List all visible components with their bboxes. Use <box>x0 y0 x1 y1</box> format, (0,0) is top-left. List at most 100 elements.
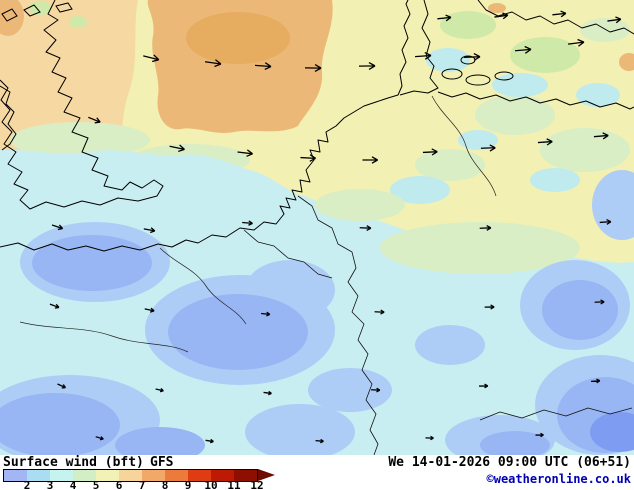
legend-seg-10 <box>211 470 234 481</box>
continental-coast <box>0 0 411 252</box>
baltic-coast <box>437 91 634 110</box>
danish-island <box>441 68 463 80</box>
wind-arrow <box>169 143 185 152</box>
legend-seg-11 <box>234 470 257 481</box>
wind-arrow <box>415 52 431 60</box>
wind-map-svg <box>0 0 634 455</box>
wind-arrow <box>237 149 253 157</box>
product-title: Surface wind (bft) <box>3 455 144 470</box>
legend-tick-11: 11 <box>227 479 241 490</box>
wind-arrow <box>255 62 271 70</box>
wind-arrow <box>143 227 155 234</box>
wind-arrow <box>300 154 316 161</box>
wind-arrow <box>437 15 451 22</box>
wind-arrow <box>535 433 543 437</box>
wind-arrow <box>359 62 375 69</box>
denmark-coast <box>399 0 439 96</box>
country-borders <box>243 195 633 455</box>
legend-tick-8: 8 <box>161 479 169 490</box>
wind-arrow <box>607 16 621 24</box>
wind-arrow <box>480 225 491 230</box>
legend-tick-labels: 2 3 4 5 6 7 8 9 10 11 12 <box>3 479 293 490</box>
wind-arrow <box>423 149 438 156</box>
wind-arrow <box>362 157 377 163</box>
northern-isles <box>1 8 18 22</box>
wind-arrow <box>600 219 612 225</box>
france-belgium-border <box>243 229 333 279</box>
river-seine <box>159 247 247 325</box>
wind-arrow <box>538 139 553 146</box>
legend-seg-2 <box>27 470 50 481</box>
wind-arrow <box>591 379 600 383</box>
wind-arrow <box>261 312 270 317</box>
legend-tick-7: 7 <box>138 479 146 490</box>
wind-speed-regions <box>0 0 634 455</box>
northern-isles <box>55 2 73 13</box>
wind-arrows-layer <box>49 11 621 444</box>
legend-seg-7 <box>142 470 165 481</box>
wind-arrow <box>205 439 213 444</box>
river-elbe <box>431 95 497 197</box>
wind-arrow <box>142 53 159 63</box>
ireland-coast <box>0 85 17 151</box>
wind-arrow <box>375 310 385 315</box>
legend-tick-9: 9 <box>184 479 192 490</box>
alpine-border <box>479 407 633 421</box>
legend-seg-1 <box>4 470 27 481</box>
wind-arrow <box>515 46 532 54</box>
wind-arrow <box>305 64 321 71</box>
danish-island <box>494 71 514 81</box>
surface-wind-map <box>0 0 634 455</box>
wind-arrow <box>494 12 508 20</box>
wind-arrow <box>315 439 323 443</box>
rivers <box>19 95 497 353</box>
wind-arrow <box>552 11 566 18</box>
legend-seg-4 <box>73 470 96 481</box>
wind-arrow <box>95 435 104 441</box>
wind-arrow <box>51 223 63 231</box>
legend-seg-9 <box>188 470 211 481</box>
wind-arrow <box>568 39 585 48</box>
wind-arrow <box>155 387 164 392</box>
wind-arrow <box>263 391 271 395</box>
wind-arrow <box>360 225 371 230</box>
wind-arrow <box>425 436 433 440</box>
copyright: ©weatheronline.co.uk <box>486 472 632 486</box>
wind-arrow <box>57 382 67 389</box>
wind-arrow <box>481 145 496 152</box>
legend-tick-5: 5 <box>92 479 100 490</box>
wind-arrow <box>242 220 253 225</box>
legend-color-bar <box>3 469 258 482</box>
valid-datetime: We 14-01-2026 09:00 UTC (06+51) <box>388 455 631 470</box>
wind-arrow <box>87 115 101 125</box>
northern-isles <box>23 4 41 17</box>
river-loire <box>19 321 189 353</box>
legend-tick-10: 10 <box>204 479 218 490</box>
legend-seg-6 <box>119 470 142 481</box>
map-footer: Surface wind (bft) GFS We 14-01-2026 09:… <box>0 455 634 490</box>
legend-tick-2: 2 <box>23 479 31 490</box>
danish-island <box>465 74 491 86</box>
model-label: GFS <box>150 455 174 470</box>
wind-arrow <box>464 53 480 60</box>
wind-arrow <box>594 132 609 139</box>
legend-seg-3 <box>50 470 73 481</box>
legend-tick-4: 4 <box>69 479 77 490</box>
germany-west-border <box>297 195 379 455</box>
legend-seg-8 <box>165 470 188 481</box>
wind-arrow <box>144 307 154 313</box>
wind-arrow <box>479 384 488 388</box>
wind-arrow <box>371 388 380 392</box>
beaufort-legend: 2 3 4 5 6 7 8 9 10 11 12 <box>3 469 323 490</box>
wind-arrow <box>595 300 605 305</box>
legend-tick-6: 6 <box>115 479 123 490</box>
great-britain-coast <box>0 0 164 210</box>
wind-arrow <box>49 302 59 309</box>
legend-tick-3: 3 <box>46 479 54 490</box>
legend-seg-5 <box>96 470 119 481</box>
legend-arrow-cap <box>258 469 275 481</box>
wind-arrow <box>485 305 495 309</box>
legend-tick-12: 12 <box>250 479 264 490</box>
wind-arrow <box>205 58 222 67</box>
